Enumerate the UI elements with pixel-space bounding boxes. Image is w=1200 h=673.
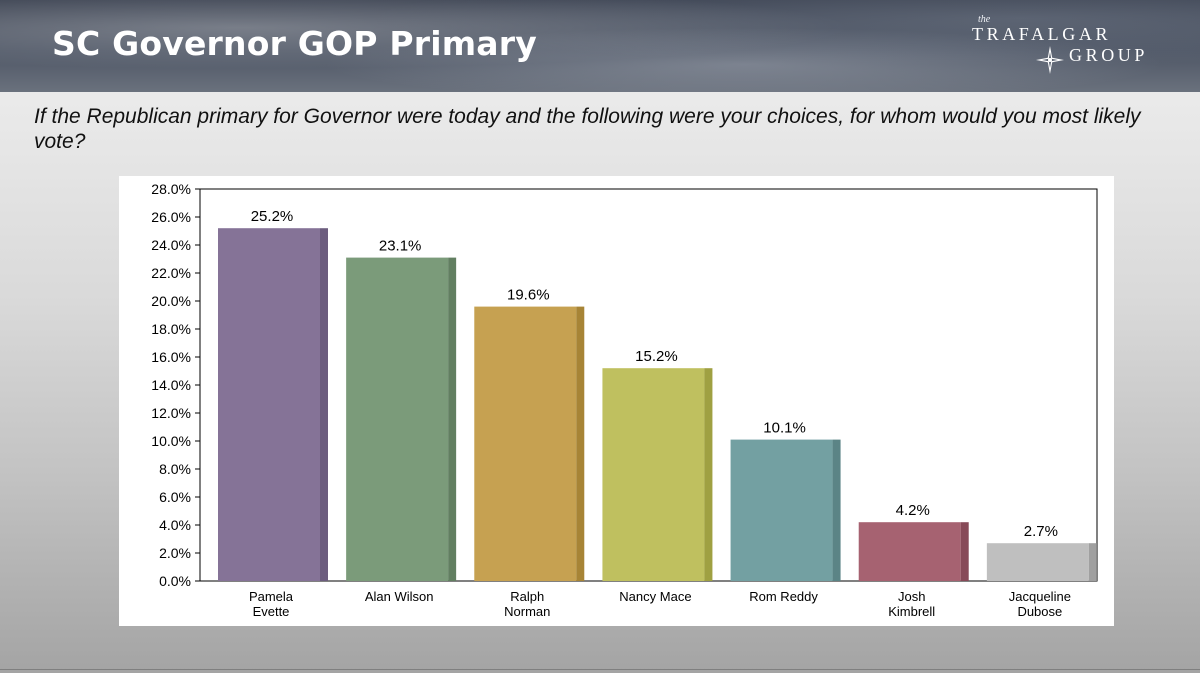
category-label: Ralph	[510, 589, 544, 604]
data-label: 15.2%	[635, 348, 678, 365]
y-tick-label: 16.0%	[151, 349, 191, 365]
category-label: Norman	[504, 604, 550, 619]
logo-line2: GROUP	[1068, 45, 1148, 65]
bar-shade	[448, 257, 457, 581]
category-label: Alan Wilson	[365, 589, 434, 604]
bar	[218, 228, 320, 581]
bar-chart: 0.0% 2.0% 4.0% 6.0% 8.0% 10.0% 12.0% 14.0% 16.0%…	[151, 181, 1098, 619]
bar-shade	[320, 228, 328, 581]
bar	[474, 306, 577, 581]
category-label: Dubose	[1017, 604, 1062, 619]
category-label: Kimbrell	[888, 604, 935, 619]
y-tick-label: 26.0%	[151, 209, 191, 225]
y-tick-label: 18.0%	[151, 321, 191, 337]
data-label: 25.2%	[251, 208, 294, 225]
bar-shade	[960, 522, 969, 581]
category-label: Jacqueline	[1009, 589, 1071, 604]
category-label: Rom Reddy	[749, 589, 818, 604]
data-label: 2.7%	[1024, 523, 1058, 540]
data-label: 4.2%	[896, 502, 930, 519]
y-tick-label: 22.0%	[151, 265, 191, 281]
bar-shade	[704, 368, 713, 581]
footer-divider	[0, 669, 1200, 670]
y-tick-label: 4.0%	[159, 517, 191, 533]
bar-shade	[1088, 543, 1097, 581]
bar	[986, 543, 1089, 581]
bar-shade	[576, 306, 585, 581]
bar	[346, 257, 449, 581]
category-label: Pamela	[249, 589, 294, 604]
category-label: Josh	[898, 589, 925, 604]
y-tick-label: 2.0%	[159, 545, 191, 561]
y-tick-label: 6.0%	[159, 489, 191, 505]
category-label: Evette	[253, 604, 290, 619]
bar	[602, 368, 705, 581]
bar	[730, 439, 833, 581]
bar-shade	[832, 439, 841, 581]
compass-star-icon	[1036, 46, 1064, 74]
y-tick-label: 24.0%	[151, 237, 191, 253]
y-tick-label: 0.0%	[159, 573, 191, 589]
bar	[858, 522, 961, 581]
trafalgar-logo: the TRAFALGAR GROUP	[970, 14, 1148, 76]
survey-question: If the Republican primary for Governor w…	[34, 105, 1141, 153]
data-label: 19.6%	[507, 287, 550, 304]
y-tick-label: 10.0%	[151, 433, 191, 449]
y-tick-label: 12.0%	[151, 405, 191, 421]
logo-the: the	[978, 14, 991, 25]
category-label: Nancy Mace	[619, 589, 691, 604]
logo-line1: TRAFALGAR	[972, 24, 1112, 44]
y-tick-label: 20.0%	[151, 293, 191, 309]
header-banner: SC Governor GOP Primary the TRAFALGAR GR…	[0, 0, 1200, 92]
y-tick-label: 8.0%	[159, 461, 191, 477]
y-tick-label: 14.0%	[151, 377, 191, 393]
page-title: SC Governor GOP Primary	[52, 24, 537, 63]
data-label: 23.1%	[379, 238, 422, 255]
y-tick-label: 28.0%	[151, 181, 191, 197]
data-label: 10.1%	[763, 420, 806, 437]
chart-panel: 0.0% 2.0% 4.0% 6.0% 8.0% 10.0% 12.0% 14.0% 16.0%…	[119, 176, 1114, 626]
